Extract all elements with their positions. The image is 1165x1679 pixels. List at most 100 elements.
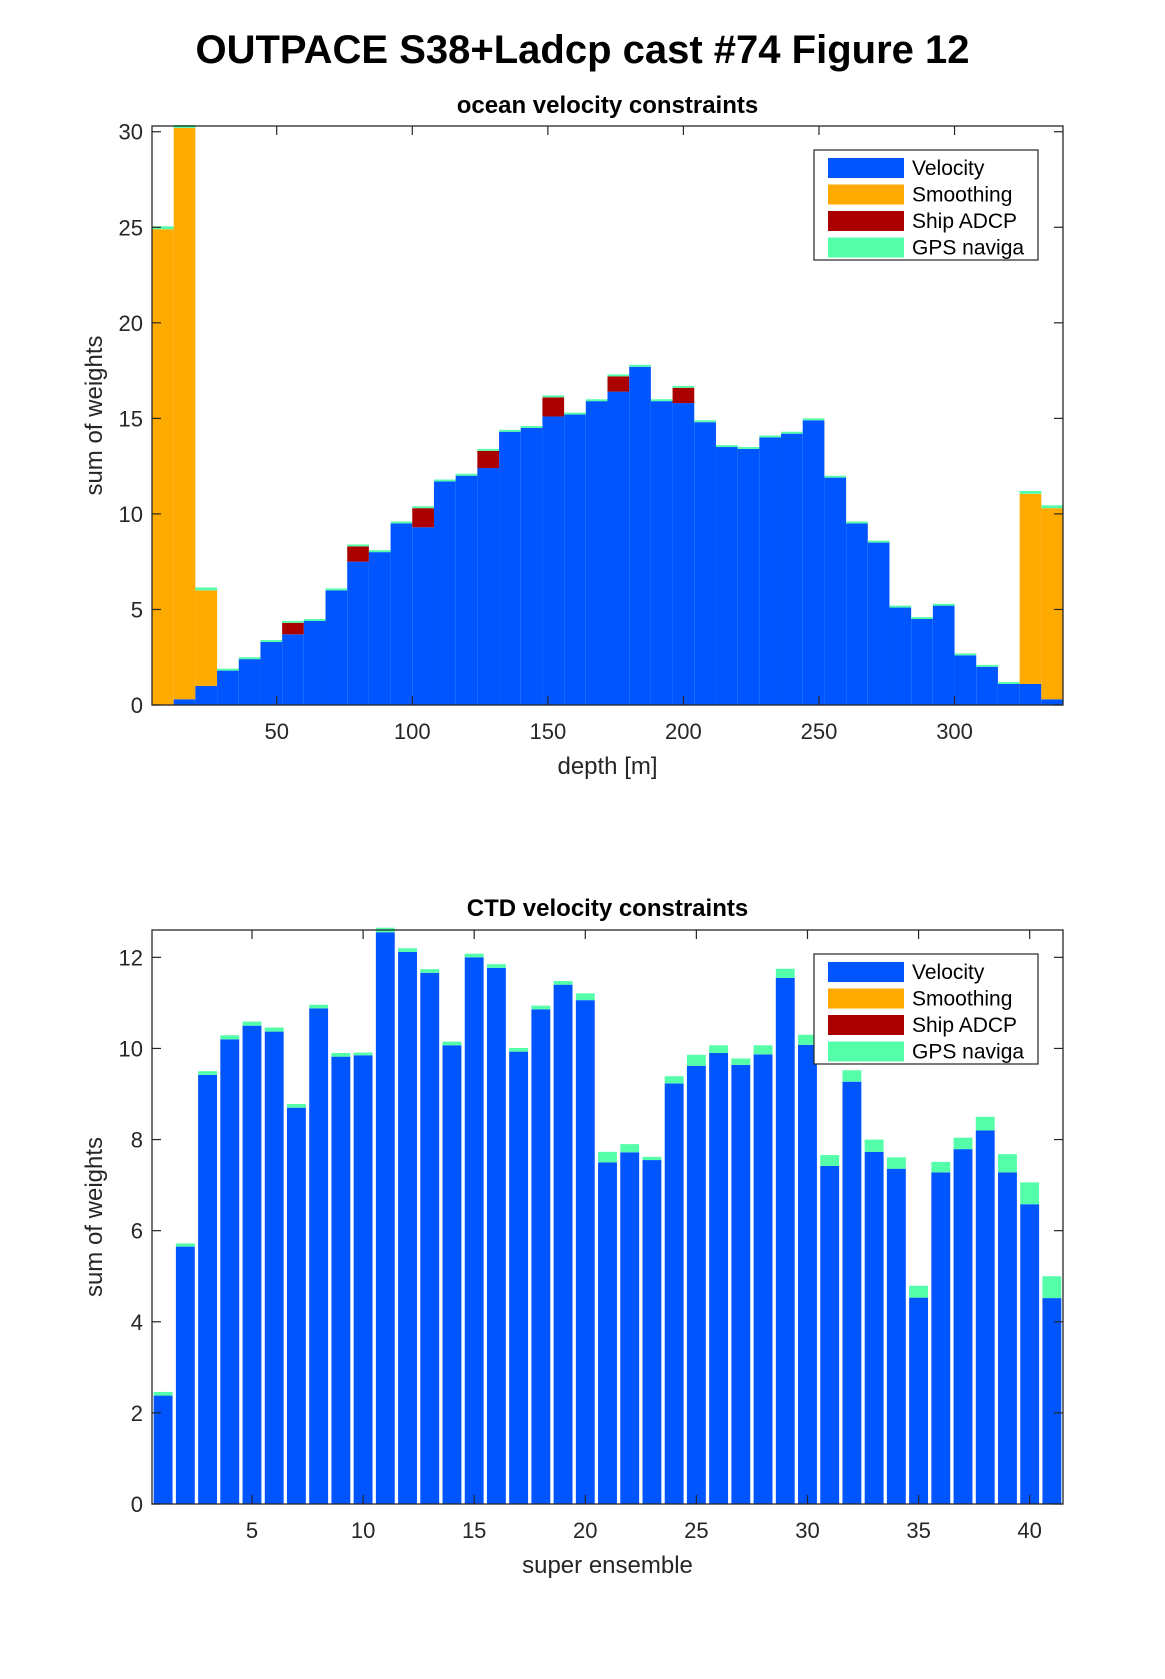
bar-segment-gps-naviga bbox=[775, 968, 795, 978]
bar-segment-gps-naviga bbox=[442, 1041, 462, 1046]
y-tick-label: 25 bbox=[119, 215, 143, 240]
bar-segment-velocity bbox=[824, 477, 847, 705]
bar-segment-gps-naviga bbox=[975, 1116, 995, 1131]
bar-segment-velocity bbox=[520, 427, 543, 705]
bar-segment-gps-naviga bbox=[531, 1005, 551, 1010]
y-tick-label: 15 bbox=[119, 406, 143, 431]
y-tick-label: 0 bbox=[131, 693, 143, 718]
bar-segment-ship-adcp bbox=[477, 450, 500, 469]
bar-segment-velocity bbox=[477, 468, 500, 705]
bar-segment-gps-naviga bbox=[325, 588, 348, 591]
bar-segment-gps-naviga bbox=[217, 668, 239, 671]
bar-segment-velocity bbox=[694, 422, 716, 705]
bar-segment-gps-naviga bbox=[220, 1035, 240, 1040]
bar-segment-velocity bbox=[264, 1031, 284, 1504]
bar-segment-gps-naviga bbox=[953, 1137, 973, 1150]
bar-segment-gps-naviga bbox=[686, 1054, 706, 1066]
y-tick-label: 30 bbox=[119, 120, 143, 145]
bar-segment-gps-naviga bbox=[998, 1154, 1017, 1173]
bar-segment-velocity bbox=[1041, 699, 1063, 705]
bar-segment-velocity bbox=[153, 1395, 173, 1504]
legend-swatch-ship-adcp bbox=[828, 1015, 904, 1035]
bar-segment-velocity bbox=[798, 1044, 817, 1504]
x-tick-label: 15 bbox=[462, 1518, 486, 1543]
bar-segment-velocity bbox=[220, 1039, 240, 1504]
bar-segment-gps-naviga bbox=[886, 1157, 906, 1169]
bar-segment-velocity bbox=[598, 1162, 617, 1504]
legend-swatch-smoothing bbox=[828, 988, 904, 1009]
bar-segment-gps-naviga bbox=[260, 640, 283, 642]
bar-segment-gps-naviga bbox=[464, 953, 484, 958]
bar-segment-gps-naviga bbox=[909, 1285, 929, 1298]
legend-swatch-smoothing bbox=[828, 184, 904, 205]
bar-segment-velocity bbox=[1019, 683, 1042, 705]
x-tick-label: 10 bbox=[351, 1518, 375, 1543]
bar-segment-smoothing bbox=[173, 127, 196, 700]
x-tick-label: 100 bbox=[394, 719, 431, 744]
bar-segment-velocity bbox=[954, 655, 977, 705]
bar-segment-ship-adcp bbox=[542, 397, 565, 417]
x-tick-label: 250 bbox=[801, 719, 838, 744]
bar-segment-gps-naviga bbox=[175, 1243, 195, 1247]
bar-segment-velocity bbox=[286, 1107, 306, 1504]
bar-segment-gps-naviga bbox=[731, 1058, 751, 1065]
bar-segment-velocity bbox=[775, 977, 795, 1504]
y-tick-label: 5 bbox=[131, 597, 143, 622]
bar-segment-velocity bbox=[753, 1054, 773, 1504]
bar-segment-velocity bbox=[260, 641, 283, 705]
bar-segment-gps-naviga bbox=[709, 1045, 729, 1053]
bar-segment-gps-naviga bbox=[781, 431, 803, 434]
legend-label: Smoothing bbox=[912, 988, 1012, 1011]
bar-segment-gps-naviga bbox=[650, 399, 673, 402]
bar-segment-velocity bbox=[486, 967, 506, 1504]
bar-segment-velocity bbox=[195, 685, 218, 705]
bar-segment-gps-naviga bbox=[932, 603, 955, 606]
bar-segment-velocity bbox=[846, 523, 868, 705]
bar-segment-ship-adcp bbox=[672, 387, 695, 404]
ocean-velocity-panel: ocean velocity constraints 0 5 10 15 20 25 30 50… bbox=[0, 80, 1165, 780]
bar-segment-velocity bbox=[390, 523, 413, 705]
x-tick-label: 30 bbox=[795, 1518, 819, 1543]
bar-segment-velocity bbox=[198, 1074, 217, 1504]
y-axis-label: sum of weights bbox=[81, 1137, 108, 1297]
bar-segment-gps-naviga bbox=[642, 1156, 662, 1161]
bar-segment-velocity bbox=[542, 416, 565, 705]
bar-segment-velocity bbox=[433, 481, 456, 705]
legend-swatch-gps-naviga bbox=[828, 237, 904, 258]
bar-segment-gps-naviga bbox=[664, 1076, 684, 1084]
bar-segment-velocity bbox=[620, 1152, 640, 1504]
y-axis-label: sum of weights bbox=[81, 335, 108, 495]
bar-segment-velocity bbox=[731, 1064, 751, 1504]
bar-segment-velocity bbox=[911, 619, 933, 705]
bar-segment-gps-naviga bbox=[309, 1004, 329, 1009]
legend-label: GPS naviga bbox=[912, 1041, 1024, 1064]
x-tick-label: 5 bbox=[246, 1518, 258, 1543]
legend-label: Ship ADCP bbox=[912, 1014, 1017, 1037]
bar-segment-gps-naviga bbox=[620, 1144, 640, 1153]
bar-segment-gps-naviga bbox=[737, 447, 760, 449]
bar-segment-velocity bbox=[976, 666, 998, 705]
bar-segment-velocity bbox=[607, 391, 630, 705]
x-tick-label: 40 bbox=[1017, 1518, 1041, 1543]
bar-segment-velocity bbox=[953, 1149, 973, 1504]
legend-swatch-gps-naviga bbox=[828, 1041, 904, 1062]
bar-segment-velocity bbox=[715, 447, 738, 705]
bar-segment-velocity bbox=[309, 1008, 329, 1504]
legend-label: GPS naviga bbox=[912, 237, 1024, 260]
bar-segment-velocity bbox=[585, 401, 608, 705]
bar-segment-velocity bbox=[997, 683, 1020, 705]
bar-segment-gps-naviga bbox=[238, 657, 261, 660]
bar-segment-velocity bbox=[531, 1009, 551, 1504]
legend-label: Smoothing bbox=[912, 184, 1012, 207]
bar-segment-velocity bbox=[867, 542, 890, 705]
bar-segment-velocity bbox=[455, 475, 478, 705]
y-tick-label: 0 bbox=[131, 1492, 143, 1517]
y-tick-label: 2 bbox=[131, 1401, 143, 1426]
bar-segment-gps-naviga bbox=[1019, 490, 1042, 494]
bar-segment-gps-naviga bbox=[353, 1052, 373, 1056]
bar-segment-gps-naviga bbox=[607, 374, 630, 377]
x-tick-label: 25 bbox=[684, 1518, 708, 1543]
bar-segment-gps-naviga bbox=[564, 412, 586, 415]
bar-segment-velocity bbox=[464, 957, 484, 1504]
x-tick-label: 35 bbox=[906, 1518, 930, 1543]
